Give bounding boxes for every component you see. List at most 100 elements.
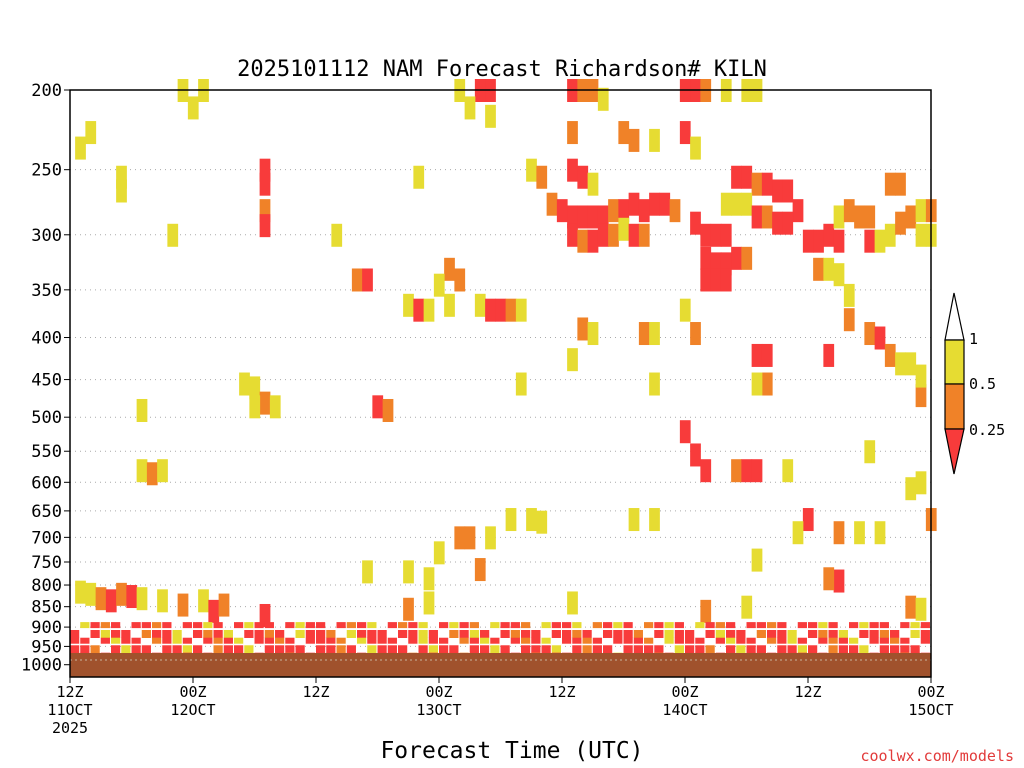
- surface-cell: [910, 645, 920, 654]
- plot-area: [69, 79, 937, 678]
- surface-cell: [531, 629, 541, 638]
- surface-cell: [193, 645, 203, 654]
- surface-cell: [818, 637, 828, 644]
- ri-cell: [690, 322, 701, 346]
- surface-cell: [777, 622, 787, 629]
- x-tick-label: 00Z: [425, 683, 452, 701]
- ri-cell: [649, 322, 660, 346]
- ri-cell: [802, 229, 814, 253]
- ri-cell: [915, 471, 927, 495]
- surface-cell: [121, 629, 131, 638]
- ri-cell: [751, 548, 763, 572]
- surface-cell: [767, 629, 777, 638]
- ri-cell: [915, 199, 927, 223]
- ri-cell: [157, 459, 168, 483]
- ri-cell: [679, 298, 691, 322]
- surface-cell: [244, 622, 254, 629]
- ri-cell: [741, 246, 753, 270]
- surface-cell: [377, 645, 387, 654]
- ri-cell: [423, 567, 435, 591]
- x-tick-label: 14OCT: [662, 701, 707, 719]
- ri-cell: [782, 459, 794, 483]
- ri-cell: [608, 199, 619, 223]
- chart-title: 2025101112 NAM Forecast Richardson# KILN: [237, 57, 767, 82]
- ri-cell: [136, 587, 148, 611]
- ri-cell: [515, 372, 527, 396]
- surface-cell: [685, 629, 695, 638]
- surface-cell: [644, 637, 654, 644]
- surface-cell: [213, 629, 223, 638]
- ri-cell: [874, 521, 886, 545]
- ri-cell: [372, 395, 384, 419]
- surface-cell: [357, 622, 367, 629]
- surface-cell: [428, 637, 438, 644]
- surface-cell: [633, 629, 643, 638]
- surface-cell: [131, 622, 141, 629]
- surface-cell: [726, 637, 736, 644]
- surface-cell: [910, 629, 920, 638]
- surface-cell: [172, 629, 182, 638]
- surface-cell: [572, 637, 582, 644]
- surface-cell: [838, 629, 848, 638]
- y-tick-label: 500: [31, 408, 62, 428]
- x-tick-label: 12Z: [302, 683, 329, 701]
- surface-cell: [131, 645, 141, 654]
- surface-cell: [695, 622, 705, 629]
- surface-cell: [920, 629, 930, 638]
- ri-cell: [362, 268, 373, 292]
- ri-cell: [772, 179, 783, 203]
- surface-cell: [726, 629, 736, 638]
- surface-cell: [623, 629, 633, 638]
- surface-cell: [551, 645, 561, 654]
- surface-cell: [152, 629, 162, 638]
- ri-cell: [485, 104, 496, 128]
- ri-cell: [587, 229, 599, 253]
- surface-cell: [777, 637, 787, 644]
- ri-cell: [720, 252, 732, 276]
- surface-cell: [879, 622, 889, 629]
- surface-cell: [418, 629, 428, 638]
- ri-cell: [413, 165, 425, 189]
- ri-cell: [854, 521, 865, 545]
- ri-cell: [577, 317, 589, 341]
- surface-cell: [674, 637, 684, 644]
- surface-cell: [879, 637, 889, 644]
- surface-cell: [726, 622, 736, 629]
- surface-cell: [531, 637, 541, 644]
- surface-cell: [890, 645, 900, 654]
- surface-cell: [715, 629, 725, 638]
- surface-cell: [162, 622, 172, 629]
- surface-cell: [654, 622, 664, 629]
- surface-cell: [387, 622, 397, 629]
- surface-cell: [787, 637, 797, 644]
- surface-cell: [510, 622, 520, 629]
- ri-cell: [751, 343, 763, 367]
- ri-cell: [843, 199, 855, 223]
- surface-cell: [654, 645, 664, 654]
- y-tick-label: 400: [31, 329, 62, 349]
- ri-cell: [833, 569, 845, 593]
- ri-cell: [720, 223, 732, 247]
- surface-cell: [531, 645, 541, 654]
- ri-cell: [741, 459, 753, 483]
- ri-cell: [792, 521, 804, 545]
- credit-link[interactable]: coolwx.com/models: [860, 747, 1014, 765]
- surface-cell: [777, 629, 787, 638]
- ri-cell: [915, 597, 927, 621]
- surface-cell: [623, 637, 633, 644]
- surface-cell: [900, 637, 910, 644]
- surface-cell: [100, 622, 110, 629]
- ri-cell: [464, 96, 476, 120]
- x-tick-label: 00Z: [179, 683, 206, 701]
- surface-cell: [592, 622, 602, 629]
- surface-cell: [726, 645, 736, 654]
- surface-cell: [418, 622, 428, 629]
- surface-cell: [910, 622, 920, 629]
- surface-cell: [223, 637, 233, 644]
- surface-cell: [90, 645, 100, 654]
- ri-cell: [884, 223, 896, 247]
- ri-cell: [433, 273, 445, 297]
- surface-cell: [100, 637, 110, 644]
- ri-cell: [874, 229, 886, 253]
- ri-cell: [731, 246, 742, 270]
